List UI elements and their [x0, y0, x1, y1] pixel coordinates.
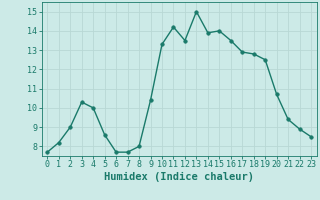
X-axis label: Humidex (Indice chaleur): Humidex (Indice chaleur)	[104, 172, 254, 182]
